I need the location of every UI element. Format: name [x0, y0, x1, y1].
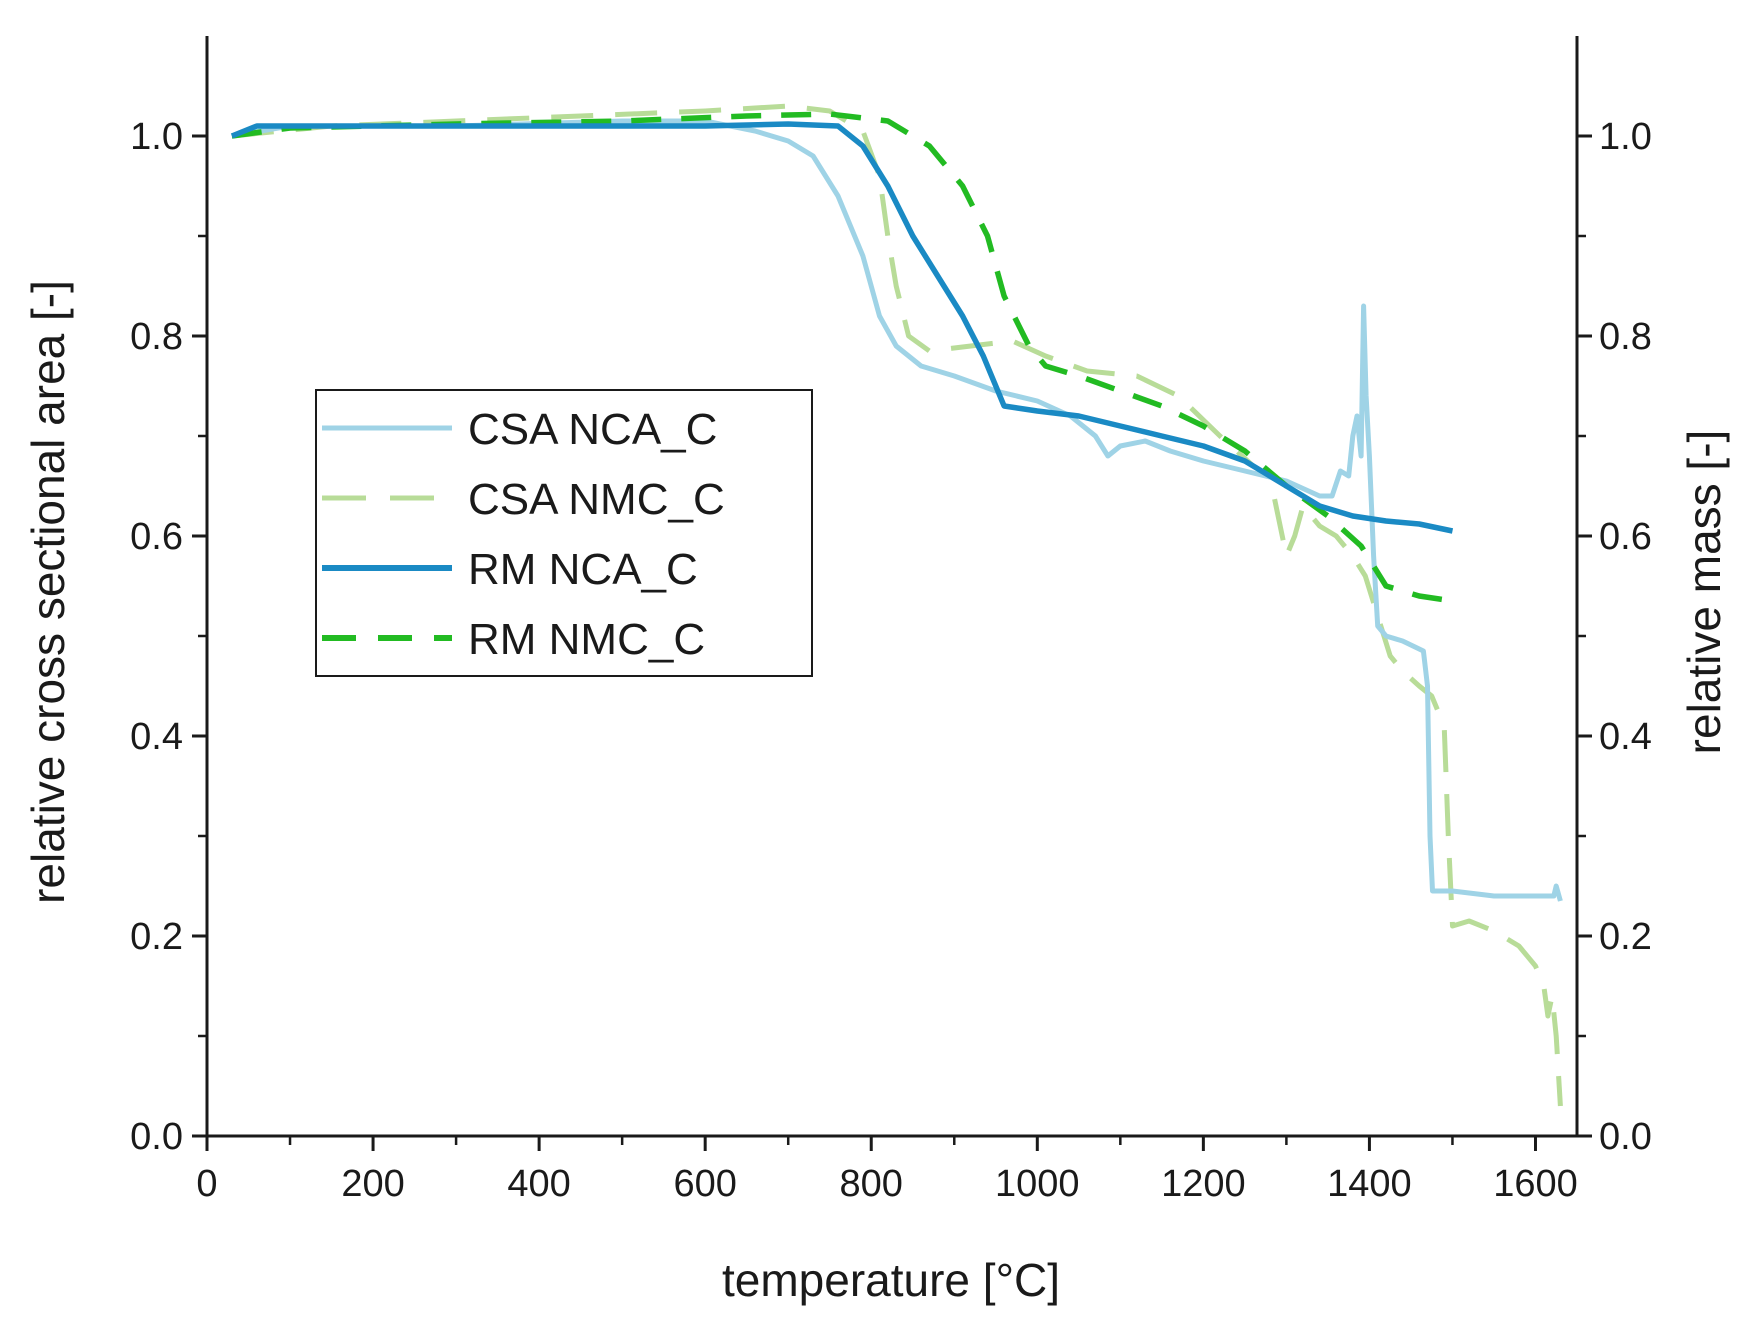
y-axis-title: relative cross sectional area [-]	[22, 280, 74, 904]
y-tick-label-0.6: 0.6	[130, 516, 183, 558]
y-tick-label-0.8: 0.8	[130, 316, 183, 358]
x-tick-label-1400: 1400	[1327, 1163, 1412, 1205]
x-tick-label-400: 400	[507, 1163, 570, 1205]
y-tick-label-0: 0.0	[130, 1116, 183, 1158]
series-layer	[230, 103, 1563, 1107]
y-tick-label-1: 1.0	[130, 116, 183, 158]
x-tick-label-1000: 1000	[995, 1163, 1080, 1205]
y2-tick-label-0.6: 0.6	[1599, 516, 1652, 558]
y2-tick-label-0.2: 0.2	[1599, 916, 1652, 958]
x-axis-title: temperature [°C]	[722, 1254, 1060, 1306]
y2-axis-title: relative mass [-]	[1678, 430, 1730, 755]
legend-label-csa-nmc-c: CSA NMC_C	[468, 475, 725, 524]
series-line-csa-nca-c	[231, 118, 1563, 902]
y2-tick-label-0: 0.0	[1599, 1116, 1652, 1158]
x-tick-label-800: 800	[840, 1163, 903, 1205]
y2-tick-label-0.8: 0.8	[1599, 316, 1652, 358]
axes-layer: 0 200 400 600 800 1000 1200 1400 1600 0.0 0.0 0.2 0.…	[130, 36, 1652, 1205]
x-tick-label-1200: 1200	[1161, 1163, 1246, 1205]
y-tick-label-0.4: 0.4	[130, 716, 183, 758]
legend-label-rm-nmc-c: RM NMC_C	[468, 615, 705, 664]
x-tick-label-600: 600	[673, 1163, 736, 1205]
x-tick-label-1600: 1600	[1493, 1163, 1578, 1205]
series-line-rm-nca-c	[230, 121, 1454, 534]
legend-label-csa-nca-c: CSA NCA_C	[468, 405, 717, 454]
x-tick-label-200: 200	[341, 1163, 404, 1205]
legend: CSA NCA_C CSA NMC_C RM NCA_C RM NMC_C	[315, 389, 813, 677]
y-tick-label-0.2: 0.2	[130, 916, 183, 958]
y2-tick-label-0.4: 0.4	[1599, 716, 1652, 758]
legend-box	[315, 389, 813, 677]
legend-label-rm-nca-c: RM NCA_C	[468, 545, 698, 594]
y2-tick-label-1: 1.0	[1599, 116, 1652, 158]
x-tick-label-0: 0	[196, 1163, 217, 1205]
